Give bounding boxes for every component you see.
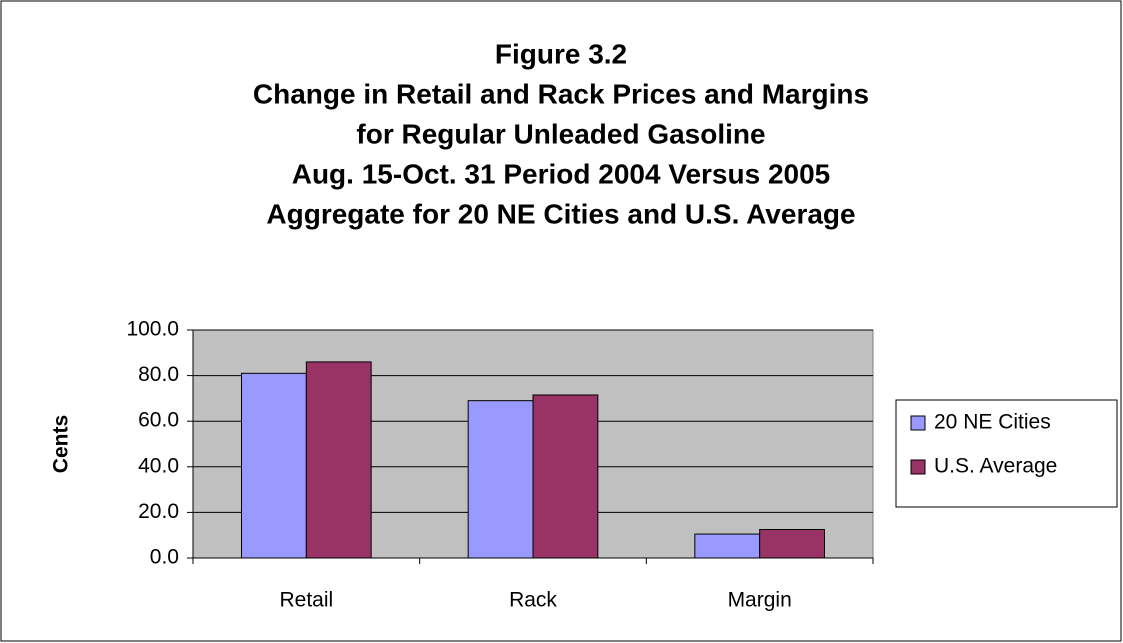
legend-swatch <box>910 459 926 475</box>
x-tick-label: Margin <box>728 589 792 612</box>
chart-title: for Regular Unleaded Gasoline <box>356 118 765 149</box>
y-tick-label: 40.0 <box>138 454 179 477</box>
chart-title: Aggregate for 20 NE Cities and U.S. Aver… <box>266 198 855 229</box>
bar <box>467 400 534 559</box>
y-tick-label: 60.0 <box>138 409 179 432</box>
chart-title: Change in Retail and Rack Prices and Mar… <box>253 78 869 109</box>
legend-label: 20 NE Cities <box>934 411 1051 434</box>
bar <box>694 533 761 559</box>
y-tick-label: 0.0 <box>150 546 179 569</box>
bar <box>241 372 307 559</box>
y-tick-label: 80.0 <box>138 363 179 386</box>
legend-label: U.S. Average <box>934 455 1057 478</box>
chart-title: Aug. 15-Oct. 31 Period 2004 Versus 2005 <box>292 158 831 189</box>
bar <box>532 394 599 559</box>
legend-box <box>895 399 1118 508</box>
x-tick-label: Rack <box>509 589 557 612</box>
bar <box>759 529 825 559</box>
legend-swatch <box>910 415 926 431</box>
bar <box>305 361 372 559</box>
chart-title: Figure 3.2 <box>495 38 627 69</box>
y-tick-label: 20.0 <box>138 500 179 523</box>
y-axis-label: Cents <box>50 415 73 473</box>
y-tick-label: 100.0 <box>126 318 179 341</box>
x-tick-label: Retail <box>279 589 333 612</box>
